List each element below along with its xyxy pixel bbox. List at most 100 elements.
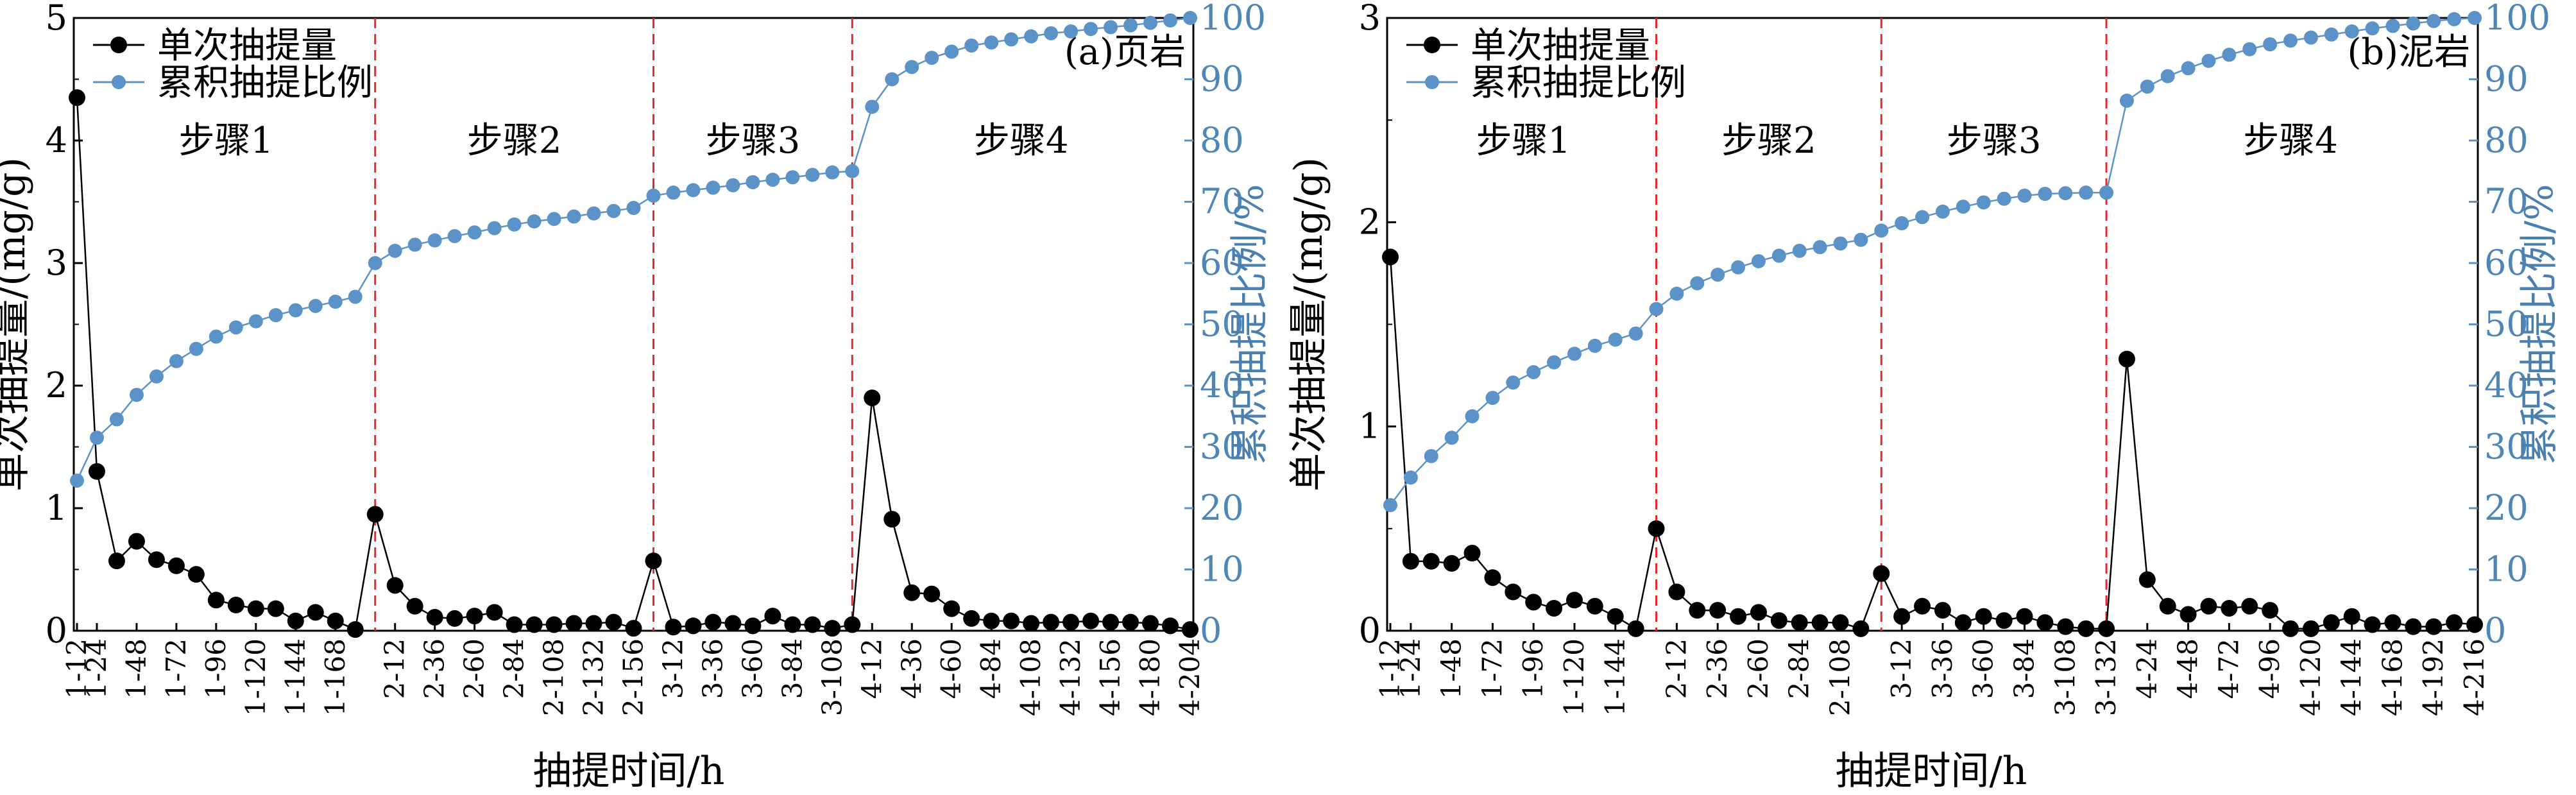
single-extraction-point (1852, 620, 1870, 637)
cumulative-ratio-point (1731, 260, 1746, 275)
right-y-axis-title: 累积抽提比例/% (1227, 184, 1272, 465)
cumulative-ratio-point (1526, 364, 1541, 379)
single-extraction-point (2323, 614, 2340, 631)
cumulative-ratio-point (1084, 22, 1098, 37)
step-label: 步骤3 (706, 120, 801, 162)
cumulative-ratio-point (507, 217, 522, 232)
x-tick-label: 1-12 (1374, 638, 1406, 699)
x-tick-label: 4-216 (2459, 638, 2490, 716)
cumulative-ratio-point (2468, 11, 2482, 25)
cumulative-ratio-point (726, 178, 740, 192)
step-label: 步骤1 (179, 120, 274, 162)
cumulative-ratio-point (169, 354, 183, 368)
cumulative-ratio-point (268, 308, 283, 323)
single-extraction-point (88, 463, 105, 480)
cumulative-ratio-point (2201, 53, 2216, 68)
x-tick-label: 4-108 (1015, 638, 1046, 716)
single-extraction-point (2282, 620, 2299, 637)
legend-label: 累积抽提比例 (157, 62, 373, 104)
x-tick-label: 3-36 (1927, 638, 1958, 699)
single-extraction-point (346, 621, 364, 638)
single-extraction-point (2343, 608, 2360, 625)
cumulative-ratio-point (109, 412, 124, 427)
single-extraction-point (1607, 608, 1624, 625)
step-label: 步骤4 (974, 120, 1069, 162)
cumulative-ratio-point (984, 35, 999, 50)
x-tick-label: 4-180 (1134, 638, 1166, 716)
x-tick-label: 1-144 (280, 638, 311, 716)
cumulative-ratio-point (1587, 338, 1602, 353)
cumulative-ratio-point (1403, 470, 1418, 485)
single-extraction-point (1402, 552, 1419, 570)
cumulative-ratio-point (885, 72, 900, 87)
single-extraction-point (486, 604, 503, 621)
x-tick-label: 1-168 (320, 638, 351, 716)
single-extraction-point (466, 608, 483, 625)
single-extraction-point (1995, 612, 2013, 629)
single-extraction-point (1382, 248, 1399, 266)
single-extraction-point (625, 620, 642, 637)
cumulative-ratio-point (606, 203, 621, 218)
single-extraction-point (2384, 614, 2401, 631)
single-extraction-point (1873, 565, 1890, 582)
single-extraction-point (1443, 554, 1460, 572)
plot-frame (1386, 17, 2479, 632)
cumulative-ratio-point (2017, 188, 2032, 203)
single-extraction-point (366, 506, 384, 523)
single-extraction-point (1811, 614, 1829, 631)
single-extraction-point (426, 608, 443, 626)
single-extraction-point (2016, 608, 2033, 625)
cumulative-ratio-point (865, 99, 880, 114)
single-extraction-point (1791, 614, 1808, 631)
cumulative-ratio-point (1547, 355, 1562, 370)
cumulative-ratio-point (2222, 47, 2237, 62)
single-extraction-point (1484, 569, 1501, 586)
x-tick-label: 3-132 (2090, 638, 2122, 716)
x-axis-title: 抽提时间/h (1836, 749, 2027, 794)
x-tick-label: 3-12 (1886, 638, 1917, 699)
x-tick-label: 4-36 (896, 638, 927, 699)
single-extraction-point (1162, 617, 1179, 635)
right-y-tick-label: 30 (1200, 427, 1244, 467)
single-extraction-point (1003, 612, 1020, 629)
x-tick-label: 3-12 (657, 638, 688, 699)
single-extraction-point (744, 617, 762, 635)
single-extraction-point (1463, 545, 1481, 562)
cumulative-ratio-point (1649, 302, 1664, 316)
single-extraction-point (1627, 620, 1644, 637)
cumulative-ratio-point (1104, 20, 1118, 35)
x-tick-label: 2-12 (379, 638, 411, 699)
single-extraction-point (69, 89, 85, 107)
cumulative-ratio-point (666, 185, 681, 200)
cumulative-ratio-point (944, 44, 959, 59)
x-tick-label: 4-156 (1095, 638, 1126, 716)
x-tick-label: 2-36 (419, 638, 450, 699)
single-extraction-point (2098, 620, 2115, 637)
x-tick-label: 2-108 (538, 638, 570, 716)
cumulative-ratio-point (2038, 187, 2052, 201)
cumulative-ratio-point (1997, 191, 2011, 206)
cumulative-ratio-point (2427, 13, 2441, 28)
single-extraction-point (2241, 597, 2258, 615)
right-y-tick-label: 90 (2484, 59, 2529, 99)
single-extraction-point (1062, 613, 1080, 631)
single-extraction-point (844, 616, 861, 633)
right-y-tick-label: 80 (2484, 120, 2529, 160)
single-extraction-point (1750, 604, 1767, 621)
cumulative-ratio-point (189, 341, 203, 356)
single-extraction-point (525, 616, 543, 633)
cumulative-ratio-point (1628, 326, 1643, 341)
cumulative-ratio-point (1751, 254, 1766, 269)
legend-label: 单次抽提量 (157, 25, 337, 67)
x-tick-label: 4-204 (1174, 638, 1206, 716)
cumulative-ratio-point (2406, 16, 2421, 31)
cumulative-ratio-point (1004, 32, 1019, 47)
single-extraction-point (704, 613, 722, 631)
single-extraction-point (506, 616, 523, 633)
cumulative-ratio-point (746, 175, 760, 189)
cumulative-ratio-point (129, 388, 144, 402)
right-y-tick-label: 20 (2484, 488, 2529, 528)
x-tick-label: 1-96 (200, 638, 232, 699)
right-y-tick-label: 90 (1200, 59, 1244, 99)
right-y-tick-label: 40 (1200, 365, 1244, 406)
